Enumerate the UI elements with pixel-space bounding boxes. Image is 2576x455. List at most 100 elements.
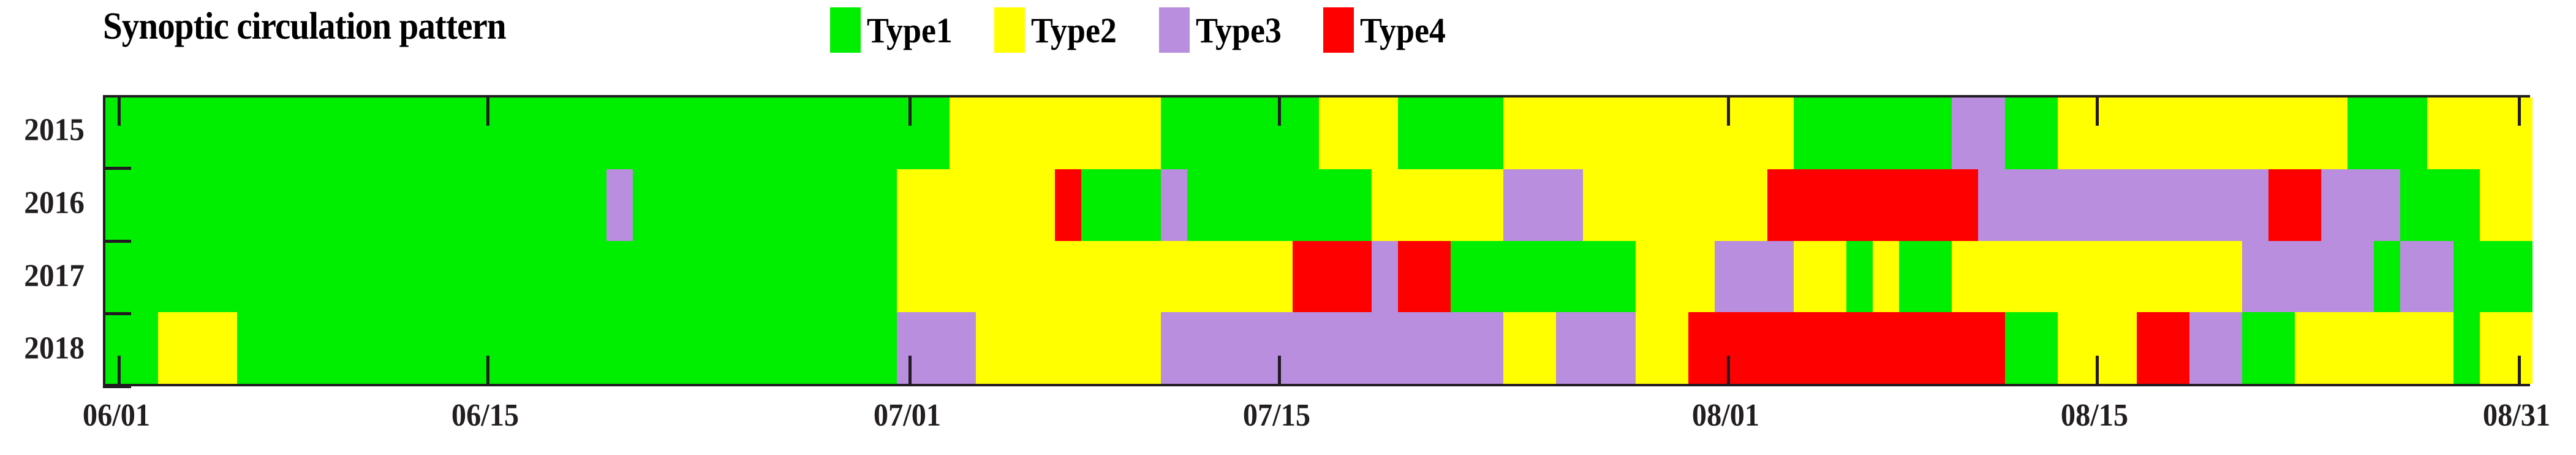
heatmap-cell bbox=[1767, 169, 1794, 241]
heatmap-cell bbox=[1451, 98, 1478, 169]
legend-swatch-type3 bbox=[1158, 7, 1190, 53]
heatmap-cell bbox=[2506, 312, 2533, 384]
heatmap-cell bbox=[580, 98, 607, 169]
heatmap-cell bbox=[659, 240, 686, 313]
heatmap-cell bbox=[527, 312, 554, 384]
heatmap-cell bbox=[1372, 169, 1399, 241]
heatmap-cell bbox=[580, 169, 607, 241]
heatmap-cell bbox=[659, 169, 686, 241]
heatmap-cell bbox=[817, 169, 844, 241]
heatmap-cell bbox=[1846, 312, 1873, 384]
heatmap-cell bbox=[1134, 312, 1161, 384]
heatmap-cell bbox=[1160, 98, 1187, 169]
heatmap-cell bbox=[290, 312, 317, 384]
legend-item-type3: Type3 bbox=[1158, 7, 1288, 53]
heatmap-cell bbox=[1266, 169, 1293, 241]
heatmap-cell bbox=[1925, 98, 1952, 169]
heatmap-cell bbox=[738, 240, 765, 313]
heatmap-cell bbox=[1873, 312, 1900, 384]
heatmap-cell bbox=[1661, 240, 1688, 313]
heatmap-cell bbox=[1055, 312, 1082, 384]
heatmap-cell bbox=[211, 240, 238, 313]
heatmap-cell bbox=[1899, 169, 1926, 241]
heatmap-cell bbox=[844, 169, 871, 241]
heatmap-cell bbox=[2374, 240, 2401, 313]
heatmap-cell bbox=[2004, 169, 2031, 241]
heatmap-cell bbox=[1213, 240, 1240, 313]
heatmap-cell bbox=[2506, 240, 2533, 313]
heatmap-cell bbox=[2004, 240, 2031, 313]
heatmap-cell bbox=[448, 312, 475, 384]
heatmap-cell bbox=[738, 169, 765, 241]
heatmap-cell bbox=[105, 312, 132, 384]
heatmap-cell bbox=[1846, 240, 1873, 313]
heatmap-cell bbox=[2427, 98, 2453, 169]
heatmap-cell bbox=[184, 169, 211, 241]
heatmap-cell bbox=[2453, 240, 2480, 313]
heatmap-cell bbox=[554, 98, 581, 169]
heatmap-cell bbox=[923, 240, 950, 313]
heatmap-cell bbox=[132, 312, 159, 384]
heatmap-cell bbox=[606, 98, 633, 169]
legend-item-type4: Type4 bbox=[1323, 7, 1452, 53]
heatmap-plot-area bbox=[103, 95, 2533, 386]
heatmap-cell bbox=[2400, 240, 2427, 313]
heatmap-cell bbox=[1794, 240, 1821, 313]
heatmap-cell bbox=[1292, 98, 1319, 169]
heatmap-cell bbox=[2057, 240, 2084, 313]
heatmap-cell bbox=[2347, 312, 2374, 384]
heatmap-cell bbox=[527, 240, 554, 313]
heatmap-cell bbox=[474, 240, 501, 313]
heatmap-cell bbox=[1740, 98, 1767, 169]
heatmap-cell bbox=[2057, 169, 2084, 241]
heatmap-cell bbox=[1767, 312, 1794, 384]
heatmap-cell bbox=[1266, 312, 1293, 384]
heatmap-cell bbox=[1398, 98, 1425, 169]
legend-item-type1: Type1 bbox=[830, 7, 959, 53]
heatmap-cell bbox=[1503, 169, 1530, 241]
heatmap-cell bbox=[1318, 312, 1345, 384]
heatmap-cell bbox=[976, 240, 1003, 313]
heatmap-cell bbox=[1978, 312, 2005, 384]
heatmap-cell bbox=[1740, 312, 1767, 384]
heatmap-cell bbox=[474, 312, 501, 384]
heatmap-cell bbox=[2453, 169, 2480, 241]
heatmap-cell bbox=[132, 240, 159, 313]
heatmap-cell bbox=[1239, 169, 1266, 241]
heatmap-cell bbox=[184, 98, 211, 169]
heatmap-cell bbox=[1582, 169, 1609, 241]
heatmap-cell bbox=[105, 240, 132, 313]
heatmap-cell bbox=[237, 240, 264, 313]
heatmap-cell bbox=[633, 240, 660, 313]
heatmap-cell bbox=[290, 240, 317, 313]
heatmap-cell bbox=[1609, 169, 1636, 241]
heatmap-cell bbox=[1609, 240, 1636, 313]
heatmap-cell bbox=[870, 169, 897, 241]
heatmap-cell bbox=[2347, 169, 2374, 241]
heatmap-cell bbox=[896, 169, 923, 241]
heatmap-cell bbox=[1477, 240, 1504, 313]
heatmap-cell bbox=[2136, 98, 2163, 169]
heatmap-cell bbox=[2295, 240, 2322, 313]
heatmap-cell bbox=[237, 312, 264, 384]
heatmap-cell bbox=[527, 169, 554, 241]
heatmap-cell bbox=[2427, 312, 2453, 384]
heatmap-cell bbox=[1767, 240, 1794, 313]
heatmap-cell bbox=[1635, 240, 1662, 313]
heatmap-cell bbox=[342, 312, 369, 384]
heatmap-cell bbox=[2400, 169, 2427, 241]
heatmap-cell bbox=[263, 98, 290, 169]
legend-swatch-type1 bbox=[830, 7, 861, 53]
heatmap-cell bbox=[395, 240, 422, 313]
heatmap-cell bbox=[1609, 98, 1636, 169]
heatmap-cell bbox=[2321, 169, 2348, 241]
heatmap-cell bbox=[105, 98, 132, 169]
heatmap-cell bbox=[1266, 98, 1293, 169]
heatmap-cell bbox=[950, 169, 976, 241]
heatmap-cell bbox=[2216, 98, 2243, 169]
heatmap-cell bbox=[1714, 312, 1741, 384]
heatmap-cell bbox=[2031, 98, 2058, 169]
heatmap-cell bbox=[158, 240, 185, 313]
heatmap-cell bbox=[395, 169, 422, 241]
heatmap-cell bbox=[659, 312, 686, 384]
